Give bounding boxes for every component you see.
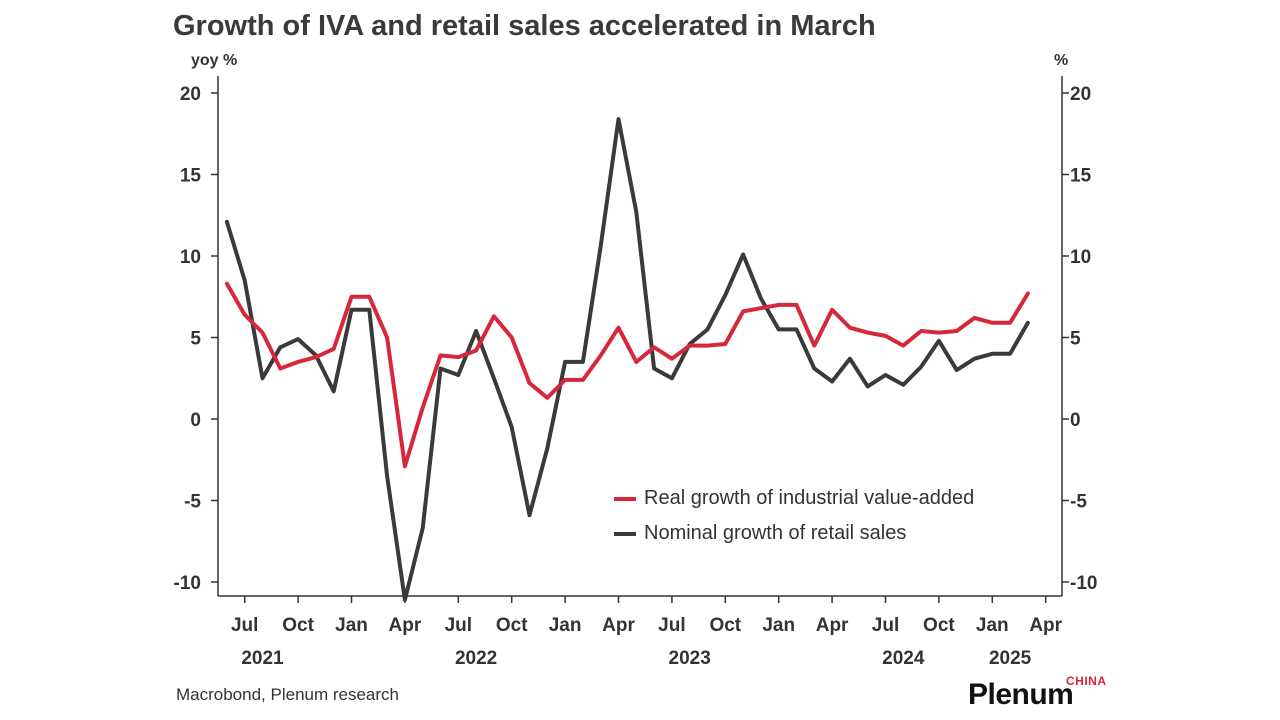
right-axis-unit: % [1054,52,1069,69]
right-y-tick-label: 5 [1070,329,1081,350]
brand-logo: Plenum [968,678,1074,711]
right-y-tick-label: -10 [1070,573,1097,594]
legend-item-retail: Nominal growth of retail sales [614,516,974,551]
legend-swatch-iva [614,496,636,501]
x-tick-label: Apr [1029,615,1062,636]
right-y-tick-label: 15 [1070,166,1092,187]
x-tick-label: Oct [709,615,741,636]
left-y-tick-label: 5 [190,329,201,350]
x-tick-label: Jul [445,615,472,636]
chart-series [224,117,1030,602]
right-y-tick-label: 20 [1070,84,1091,105]
left-y-tick-label: 15 [180,166,202,187]
chart-title: Growth of IVA and retail sales accelerat… [173,10,876,42]
x-tick-label: Apr [389,615,422,636]
left-y-ticks: 20 15 10 5 0 -5 -10 [174,84,218,594]
legend-label-iva: Real growth of industrial value-added [644,487,975,509]
brand-logo-sub: CHINA [1066,674,1107,688]
legend-label-retail: Nominal growth of retail sales [644,522,907,544]
x-year-label: 2021 [241,648,284,669]
source-note: Macrobond, Plenum research [176,685,400,704]
right-y-tick-label: 0 [1070,410,1081,431]
series-line-iva [224,281,1030,469]
x-tick-label: Oct [496,615,528,636]
x-tick-label: Jan [976,615,1009,636]
x-year-label: 2024 [882,648,925,669]
right-y-tick-label: 10 [1070,247,1091,268]
series-line-retail [224,117,1030,602]
x-year-label: 2025 [989,648,1032,669]
right-y-ticks: 20 15 10 5 0 -5 -10 [1062,84,1097,594]
left-y-tick-label: 0 [190,410,201,431]
x-tick-label: Oct [282,615,314,636]
left-y-tick-label: 10 [180,247,201,268]
x-tick-label: Apr [602,615,635,636]
left-y-tick-label: -10 [174,573,201,594]
x-year-label: 2023 [669,648,711,669]
legend-swatch-retail [614,531,636,536]
x-tick-label: Jan [762,615,795,636]
left-y-tick-label: 20 [180,84,201,105]
x-tick-label: Oct [923,615,955,636]
chart-axes [217,76,1063,597]
x-tick-label: Apr [816,615,849,636]
x-year-label: 2022 [455,648,497,669]
left-axis-unit: yoy % [191,52,238,69]
left-y-tick-label: -5 [184,492,201,513]
x-tick-label: Jul [872,615,899,636]
x-tick-label: Jan [549,615,582,636]
legend-item-iva: Real growth of industrial value-added [614,481,974,516]
x-tick-label: Jul [658,615,685,636]
x-tick-label: Jul [231,615,258,636]
right-y-tick-label: -5 [1070,492,1087,513]
chart-legend: Real growth of industrial value-added No… [614,481,974,551]
x-ticks: Jul Oct Jan Apr Jul Oct Jan Apr Jul Oct Jan Apr Jul O… [231,596,1063,669]
x-tick-label: Jan [335,615,368,636]
